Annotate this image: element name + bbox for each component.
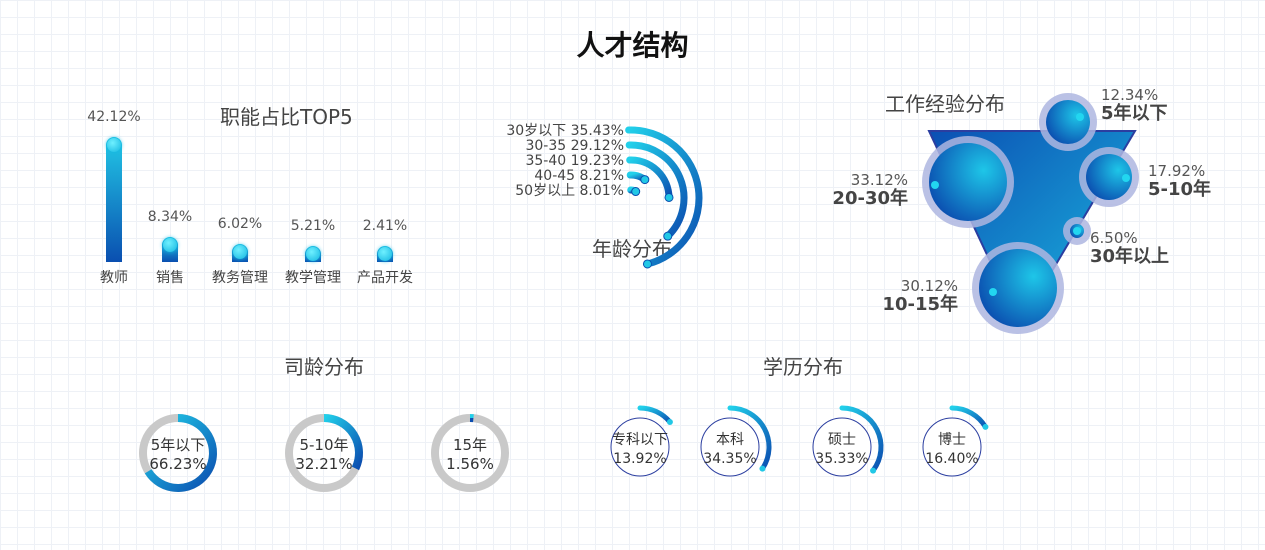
experience-bubble-chart: 12.34%5年以下 17.92%5-10年 6.50%30年以上 30.12%10-…: [832, 86, 1211, 334]
education-value-label: 16.40%: [925, 451, 978, 467]
education-value-label: 34.35%: [703, 451, 756, 467]
tenure-category-label: 15年: [453, 436, 487, 454]
experience-bubble: [979, 249, 1057, 327]
job-category-label: 教师: [100, 270, 128, 286]
job-bar-cap: [233, 245, 247, 260]
age-label: 40-45 8.21%: [534, 168, 624, 184]
age-arc: [626, 156, 673, 201]
education-circle: [700, 417, 760, 477]
job-value-label: 6.02%: [217, 216, 263, 233]
experience-value-label: 33.12%: [851, 171, 908, 189]
experience-value-label: 30.12%: [901, 277, 958, 295]
age-arc: [625, 126, 703, 268]
job-category-label: 教务管理: [212, 270, 268, 286]
education-category-label: 本科: [716, 432, 744, 448]
experience-value-label: 17.92%: [1148, 162, 1205, 180]
experience-category-label: 5年以下: [1101, 102, 1168, 124]
education-arc: [949, 405, 988, 430]
age-arc: [625, 141, 688, 240]
education-circle: [922, 417, 982, 477]
experience-bubble: [929, 143, 1007, 221]
experience-bubble: [1046, 100, 1090, 144]
job-category-label: 产品开发: [357, 270, 413, 286]
job-value-label: 42.12%: [87, 109, 141, 125]
job-value-label: 8.34%: [147, 209, 193, 226]
education-value-label: 35.33%: [815, 451, 868, 467]
education-value-label: 13.92%: [613, 451, 666, 467]
education-radial-chart: 专科以下 13.92% 本科 34.35% 硕士 35.33% 博士 16.40%: [610, 405, 989, 477]
tenure-arc: [144, 414, 217, 492]
job-bar-cap: [378, 247, 392, 261]
experience-dot: [1073, 227, 1081, 235]
job-category-label: 销售: [156, 270, 184, 286]
experience-category-label: 20-30年: [832, 187, 908, 209]
tenure-value-label: 66.23%: [149, 455, 206, 473]
education-chart-title: 学历分布: [763, 355, 843, 379]
education-category-label: 专科以下: [612, 432, 668, 448]
education-category-label: 博士: [938, 431, 966, 448]
experience-dot: [1122, 174, 1130, 182]
experience-chart-title: 工作经验分布: [885, 92, 1005, 116]
age-label: 50岁以上 8.01%: [515, 183, 624, 199]
experience-category-label: 5-10年: [1148, 178, 1211, 200]
age-radial-chart: 30岁以下 35.43%30-35 29.12%35-40 19.23%40-4…: [506, 123, 703, 269]
job-bar-cap: [306, 247, 320, 261]
education-arc: [839, 405, 884, 474]
tenure-chart-title: 司龄分布: [284, 355, 364, 379]
education-category-label: 硕士: [828, 432, 856, 448]
tenure-value-label: 32.21%: [295, 455, 352, 473]
job-value-label: 2.41%: [362, 218, 408, 234]
age-arc-end: [640, 175, 650, 185]
experience-category-label: 30年以上: [1090, 245, 1169, 267]
age-arc-end: [631, 187, 641, 197]
job-chart-title: 职能占比TOP5: [220, 105, 353, 129]
experience-bubble: [1086, 154, 1132, 200]
tenure-category-label: 5-10年: [299, 436, 348, 454]
job-value-label: 5.21%: [290, 218, 336, 234]
experience-dot: [1076, 113, 1084, 121]
education-arc-end: [870, 467, 877, 474]
age-label: 35-40 19.23%: [525, 153, 624, 169]
education-circle: [812, 417, 872, 477]
education-arc-end: [982, 423, 989, 430]
job-category-label: 教学管理: [285, 270, 341, 286]
experience-value-label: 12.34%: [1101, 86, 1158, 104]
education-arc-end: [759, 465, 766, 472]
tenure-arc: [323, 414, 363, 471]
education-circle: [610, 417, 670, 477]
tenure-value-label: 1.56%: [446, 455, 494, 473]
job-bar-cap: [163, 238, 177, 253]
job-bar: [106, 137, 122, 262]
education-arc: [727, 405, 772, 472]
experience-value-label: 6.50%: [1090, 229, 1138, 247]
experience-dot: [989, 288, 997, 296]
age-arc-end: [663, 231, 673, 241]
page-title: 人才结构: [576, 29, 689, 62]
experience-category-label: 10-15年: [882, 293, 958, 315]
age-arc-end: [642, 259, 652, 269]
experience-dot: [931, 181, 939, 189]
job-bar-cap: [107, 138, 121, 152]
age-label: 30-35 29.12%: [525, 138, 624, 154]
age-arc-end: [664, 192, 674, 202]
age-label: 30岁以下 35.43%: [506, 123, 624, 139]
education-arc-end: [666, 418, 673, 425]
tenure-category-label: 5年以下: [151, 436, 206, 454]
